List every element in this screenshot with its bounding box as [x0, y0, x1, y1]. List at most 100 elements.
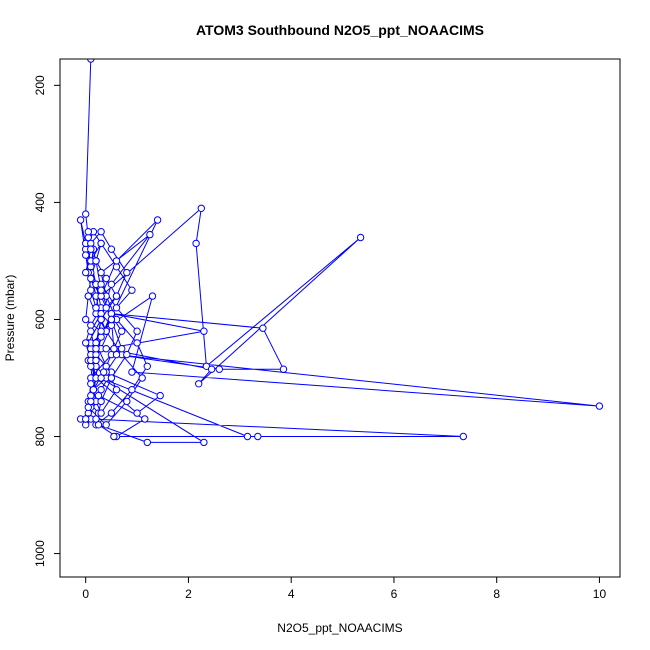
data-point: [107, 245, 116, 253]
x-tick-label: 4: [288, 587, 295, 601]
data-point: [118, 327, 126, 335]
data-point: [112, 292, 121, 300]
data-point: [459, 432, 467, 441]
data-point: [279, 365, 288, 373]
data-point: [87, 286, 95, 294]
data-point: [143, 362, 152, 370]
data-point: [97, 409, 105, 417]
data-point: [128, 286, 136, 294]
data-point: [107, 374, 116, 382]
data-point: [123, 350, 131, 359]
data-point: [148, 292, 157, 300]
data-point: [110, 345, 118, 353]
data-point: [97, 386, 105, 394]
data-point: [102, 304, 110, 312]
data-point: [92, 304, 100, 312]
data-point: [110, 432, 118, 441]
data-point: [92, 257, 100, 265]
data-point: [102, 421, 110, 429]
y-tick-label: 800: [33, 426, 47, 446]
data-point: [92, 415, 100, 423]
data-point: [87, 245, 95, 253]
x-axis: 0 2 4 6 8 10: [82, 577, 606, 601]
plot-content: [76, 59, 604, 447]
x-tick-label: 10: [593, 587, 607, 601]
data-point: [82, 315, 90, 324]
y-axis: 200 400 600 800 1000: [33, 75, 60, 567]
data-point: [82, 210, 90, 218]
data-point: [97, 228, 105, 236]
data-point: [97, 239, 105, 248]
x-axis-label: N2O5_ppt_NOAACIMS: [277, 621, 402, 635]
data-point: [254, 432, 262, 441]
plot-frame: [59, 58, 621, 578]
data-point: [112, 386, 121, 394]
data-point: [123, 268, 131, 277]
chart-title: ATOM3 Southbound N2O5_ppt_NOAACIMS: [196, 22, 484, 38]
data-point: [107, 409, 116, 417]
data-point: [87, 380, 95, 388]
data-point: [123, 397, 131, 406]
x-tick-label: 6: [391, 587, 398, 601]
y-tick-label: 600: [33, 309, 47, 329]
x-tick-label: 2: [185, 587, 192, 601]
data-point: [97, 315, 105, 324]
series-line: [80, 59, 600, 443]
data-point: [143, 438, 152, 447]
data-point: [207, 365, 216, 373]
data-point: [118, 345, 126, 353]
data-point: [138, 374, 146, 382]
data-point: [215, 365, 224, 373]
data-point: [356, 233, 365, 242]
data-point: [92, 345, 100, 353]
data-point: [112, 350, 121, 359]
x-tick-label: 8: [493, 587, 500, 601]
data-point: [112, 257, 121, 265]
data-point: [97, 286, 105, 294]
y-tick-label: 200: [33, 75, 47, 95]
data-point: [82, 339, 90, 347]
data-point: [102, 345, 110, 353]
data-point: [156, 391, 164, 400]
data-point: [89, 386, 98, 394]
data-point: [82, 251, 90, 259]
data-point: [146, 230, 154, 239]
y-axis-label: Pressure (mbar): [3, 275, 17, 362]
data-point: [87, 397, 95, 406]
data-point: [100, 368, 108, 376]
data-point: [84, 228, 93, 236]
data-point: [92, 356, 100, 365]
data-point: [87, 327, 95, 335]
x-tick-label: 0: [82, 587, 89, 601]
data-point: [259, 324, 267, 332]
data-point: [195, 380, 203, 388]
data-point: [243, 432, 252, 441]
data-point: [200, 327, 208, 335]
data-point: [153, 216, 162, 224]
data-point: [197, 204, 206, 213]
data-point: [133, 327, 141, 335]
data-point: [133, 339, 141, 347]
data-point: [133, 409, 141, 417]
data-point: [87, 59, 95, 63]
data-point: [97, 327, 105, 335]
data-point: [595, 402, 604, 410]
data-point: [107, 315, 116, 324]
data-point: [200, 438, 208, 447]
data-point: [76, 216, 85, 224]
data-point: [102, 274, 110, 283]
data-point: [192, 239, 200, 248]
data-point: [128, 386, 136, 394]
data-point: [141, 415, 149, 423]
data-point: [128, 368, 136, 376]
y-tick-label: 1000: [33, 540, 47, 567]
data-point: [97, 268, 105, 277]
data-point: [82, 268, 90, 277]
y-tick-label: 400: [33, 192, 47, 212]
data-point: [107, 280, 116, 288]
data-point: [97, 374, 105, 382]
data-point: [112, 304, 121, 312]
data-point: [94, 391, 103, 400]
data-point: [82, 415, 90, 423]
